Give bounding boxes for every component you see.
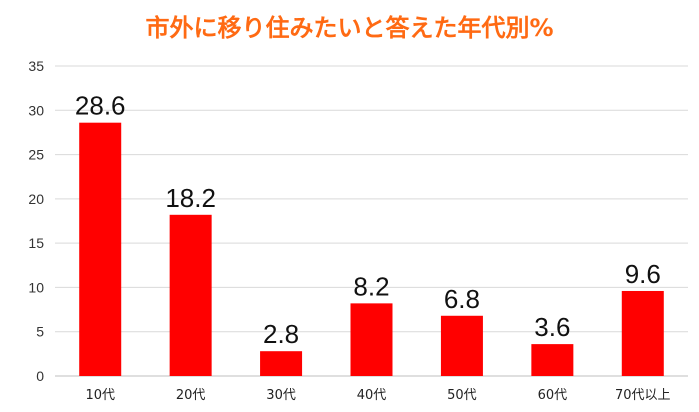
x-tick-label: 10代: [85, 388, 115, 403]
data-label: 2.8: [263, 319, 299, 349]
y-tick-label: 30: [28, 102, 44, 118]
data-label: 6.8: [444, 284, 480, 314]
bar: [79, 122, 122, 376]
chart-title: 市外に移り住みたいと答えた年代別%: [145, 14, 554, 42]
value-labels: 28.6 18.2 2.8 8.2 6.8 3.6 9.6: [75, 91, 661, 350]
bar: [169, 214, 212, 376]
data-label: 9.6: [625, 259, 661, 289]
data-label: 28.6: [75, 91, 126, 121]
bar: [260, 351, 303, 376]
y-tick-label: 35: [28, 58, 44, 74]
x-axis-labels: 10代 20代 30代 40代 50代 60代 70代以上: [85, 388, 670, 403]
x-tick-label: 30代: [266, 388, 296, 403]
y-axis-ticks: 0 5 10 15 20 25 30 35: [28, 58, 44, 384]
data-label: 3.6: [534, 312, 570, 342]
x-tick-label: 60代: [538, 388, 568, 403]
bar: [440, 315, 483, 376]
y-tick-label: 20: [28, 191, 44, 207]
bar: [531, 344, 574, 376]
y-tick-label: 10: [28, 279, 44, 295]
data-label: 18.2: [165, 183, 216, 213]
data-label: 8.2: [353, 271, 389, 301]
bar: [350, 303, 393, 376]
x-tick-label: 50代: [447, 388, 477, 403]
y-tick-label: 15: [28, 235, 44, 251]
x-tick-label: 40代: [357, 388, 387, 403]
bar: [621, 290, 664, 376]
y-tick-label: 0: [36, 368, 44, 384]
bars: [79, 122, 664, 376]
y-tick-label: 25: [28, 147, 44, 163]
y-tick-label: 5: [36, 324, 44, 340]
x-tick-label: 70代以上: [615, 388, 671, 403]
x-tick-label: 20代: [176, 388, 206, 403]
